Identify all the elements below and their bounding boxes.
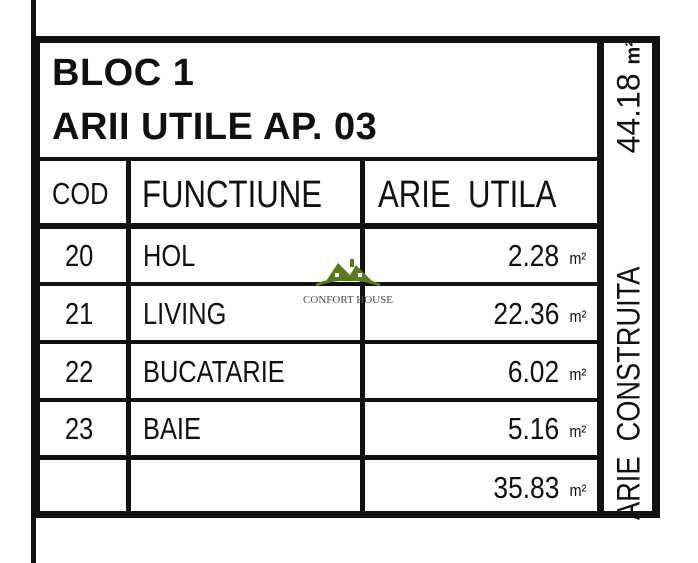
arie-construita-unit: m² bbox=[622, 40, 645, 65]
row-arie: 2.28 m² bbox=[508, 240, 586, 271]
arie-value: 22.36 bbox=[493, 296, 559, 331]
unit: m² bbox=[569, 481, 586, 500]
row-cod: 20 bbox=[65, 238, 94, 273]
header-functiune: FUNCTIUNE bbox=[142, 174, 323, 216]
row-divider bbox=[34, 340, 600, 344]
header-divider bbox=[34, 157, 600, 161]
unit: m² bbox=[569, 249, 586, 268]
total-arie: 35.83 m² bbox=[493, 472, 586, 503]
total-value: 35.83 bbox=[493, 470, 559, 505]
left-border-line bbox=[31, 0, 36, 563]
row-divider bbox=[34, 398, 600, 402]
row-functiune: BAIE bbox=[143, 411, 201, 446]
header-cod: COD bbox=[52, 176, 109, 211]
row-functiune: BUCATARIE bbox=[143, 354, 285, 389]
unit: m² bbox=[569, 307, 586, 326]
unit: m² bbox=[569, 422, 586, 441]
arie-construita: ARIE CONSTRUITA 44.18 m² bbox=[611, 40, 648, 520]
arie-value: 5.16 bbox=[507, 411, 559, 446]
arie-construita-value: 44.18 bbox=[610, 73, 647, 154]
title-line2: ARII UTILE AP. 03 bbox=[52, 106, 378, 148]
house-icon bbox=[315, 259, 381, 287]
side-divider bbox=[597, 36, 604, 518]
row-cod: 22 bbox=[65, 354, 94, 389]
row-functiune: LIVING bbox=[143, 296, 227, 331]
row-arie: 6.02 m² bbox=[508, 356, 586, 387]
arie-construita-label: ARIE CONSTRUITA bbox=[610, 266, 647, 520]
row-cod: 23 bbox=[65, 411, 94, 446]
column-header-divider bbox=[34, 223, 600, 229]
row-arie: 5.16 m² bbox=[508, 413, 586, 444]
unit: m² bbox=[569, 365, 586, 384]
frame-top bbox=[31, 36, 660, 43]
title-line1: BLOC 1 bbox=[52, 52, 195, 94]
col-divider bbox=[360, 159, 365, 515]
arie-value: 6.02 bbox=[507, 354, 559, 389]
frame-left bbox=[34, 36, 40, 518]
logo-text: CONFORT HOUSE bbox=[303, 294, 393, 306]
arie-value: 2.28 bbox=[507, 238, 559, 273]
row-arie: 22.36 m² bbox=[493, 298, 586, 329]
row-functiune: HOL bbox=[143, 238, 196, 273]
frame-bottom bbox=[31, 511, 660, 518]
row-divider bbox=[34, 455, 600, 460]
confort-house-logo: CONFORT HOUSE bbox=[296, 255, 400, 306]
col-divider bbox=[126, 159, 131, 515]
header-arie-utila: ARIE UTILA bbox=[378, 174, 557, 216]
row-cod: 21 bbox=[65, 296, 94, 331]
frame-right bbox=[652, 36, 660, 518]
